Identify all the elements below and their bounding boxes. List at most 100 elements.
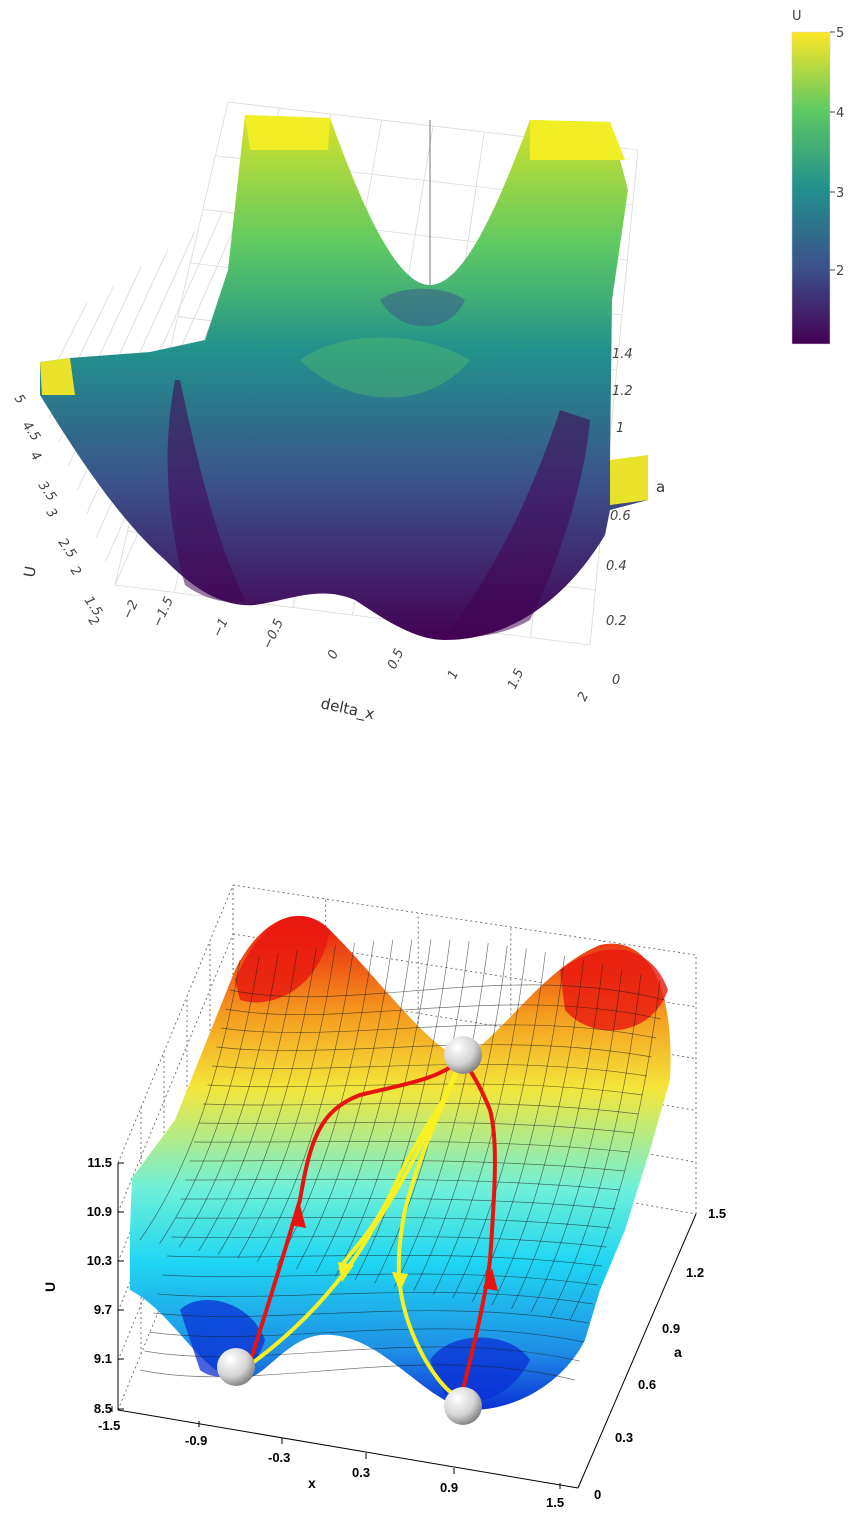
surface-mesh	[139, 939, 666, 1381]
mesh-line	[452, 951, 546, 1299]
mesh-line	[256, 942, 355, 1262]
mesh-line	[171, 1236, 607, 1248]
colorbar-ticks: 5 4 3 2	[830, 26, 844, 279]
mesh-line	[180, 1197, 616, 1210]
mesh-line	[315, 939, 413, 1273]
mesh-line	[162, 1273, 598, 1286]
mesh-line	[198, 950, 298, 1252]
z-tick-label: 4	[27, 449, 44, 464]
grid-line	[232, 884, 697, 956]
mesh-line	[237, 944, 336, 1259]
chart-bottom-surface: -1.5 -0.9 -0.3 0.3 0.9 1.5 0 0.3 0.6 0.9 1.2 1.5 8…	[42, 884, 726, 1510]
mesh-line	[166, 1254, 603, 1267]
colorbar-tick-label: 5	[836, 26, 844, 41]
y-tick-label: 0	[612, 673, 620, 688]
y-tick-label: 1.5	[708, 1206, 726, 1221]
z-tick-label: 5	[11, 392, 28, 407]
z-tick-label: 1.5	[81, 594, 105, 620]
surface-left-trough	[167, 380, 245, 602]
sphere-left-minimum-icon	[217, 1348, 255, 1386]
mesh-line	[432, 948, 527, 1295]
mesh-line	[354, 939, 451, 1281]
red-path-left	[248, 1056, 464, 1363]
z-axis-title: U	[20, 565, 40, 579]
x-tick-label: 1.5	[546, 1495, 564, 1510]
mesh-line	[139, 959, 241, 1241]
arrowhead-icon	[290, 1205, 306, 1228]
yellow-path-3	[396, 1057, 464, 1397]
transition-paths	[238, 1056, 497, 1397]
surface-right-trough	[445, 410, 590, 637]
x-tick-label: -1.5	[98, 1418, 120, 1433]
mesh-line	[211, 1064, 648, 1077]
x-tick-label: 0.9	[440, 1480, 458, 1495]
surface-right-well	[430, 1337, 530, 1402]
z-tick-label: 3.5	[35, 479, 59, 505]
x-tick-label: 0.5	[385, 647, 407, 672]
surface-left-top-face	[245, 115, 330, 150]
x-tick-label: -0.9	[185, 1433, 207, 1448]
y-tick-label: 0.6	[638, 1377, 656, 1392]
colorbar-tick-label: 2	[836, 264, 844, 279]
mesh-line	[296, 939, 394, 1270]
y-tick-label: 0.4	[606, 559, 627, 574]
mesh-line	[530, 969, 623, 1313]
arrowhead-icon	[392, 1272, 408, 1292]
surface-saddle-highlight	[300, 337, 470, 398]
z-axis-title: U	[42, 1282, 58, 1292]
surface-left-flat-face	[40, 358, 75, 395]
mesh-line	[220, 1024, 657, 1039]
mesh-line	[225, 1004, 661, 1020]
z-tick-labels: 8.5 9.1 9.7 10.3 10.9 11.5	[87, 1155, 124, 1416]
mesh-line	[550, 974, 642, 1317]
y-tick-label: 1	[616, 421, 624, 436]
x-tick-label: 2	[575, 690, 592, 704]
y-tick-labels: 0 0.2 0.4 0.6 1 1.2 1.4	[606, 347, 633, 688]
sphere-saddle-icon	[444, 1036, 482, 1074]
y-axis-title: a	[656, 478, 665, 496]
colorbar-tick-label: 3	[836, 186, 844, 201]
y-axis-title: a	[674, 1344, 682, 1360]
mesh-line	[413, 945, 508, 1292]
path-arrowheads	[290, 1205, 498, 1292]
z-tick-label: 9.1	[94, 1351, 112, 1366]
x-tick-label: 1	[445, 668, 462, 682]
chart-top-surface: −2 −1.5 −1 −0.50 0.51 1.52 00.20.40.611.21.4 …	[11, 9, 845, 724]
z-tick-label: 9.7	[94, 1302, 112, 1317]
mesh-line	[229, 984, 666, 1001]
mesh-line	[144, 1346, 580, 1362]
colorbar-title: U	[792, 9, 802, 24]
z-tick-label: 8.5	[94, 1401, 112, 1416]
x-tick-label: −1	[210, 616, 232, 640]
mesh-line	[491, 960, 584, 1306]
mesh-line	[189, 1159, 625, 1172]
z-tick-label: 3	[43, 506, 60, 521]
y-tick-label: 0	[594, 1487, 601, 1502]
mesh-line	[202, 1102, 639, 1115]
z-tick-label: 2	[67, 564, 84, 579]
grid-line	[117, 884, 234, 1164]
red-path-right	[460, 1056, 497, 1391]
y-tick-labels: 0 0.3 0.6 0.9 1.2 1.5	[594, 1206, 726, 1502]
grid-line	[589, 149, 639, 646]
mesh-line	[153, 1310, 589, 1324]
grid-line	[117, 933, 234, 1213]
surface-center-dip	[380, 288, 465, 327]
y-tick-label: 0.3	[615, 1430, 633, 1445]
surface-body	[130, 915, 671, 1410]
mesh-line	[335, 939, 432, 1277]
arrowhead-icon	[338, 1262, 354, 1282]
x-tick-label: -0.3	[268, 1450, 290, 1465]
y-tick-label: 0.9	[662, 1321, 680, 1336]
x-tick-label: 0.3	[352, 1465, 370, 1480]
colorbar-gradient	[791, 31, 831, 345]
colorbar: U 5 4 3 2	[791, 9, 844, 345]
arrowhead-icon	[483, 1268, 498, 1291]
mesh-line	[139, 1364, 576, 1381]
mesh-line	[159, 956, 260, 1244]
axes-lines	[117, 1163, 697, 1489]
z-tick-label: 11.5	[87, 1155, 112, 1170]
sphere-right-minimum-icon	[444, 1387, 482, 1425]
z-tick-label: 10.9	[87, 1204, 112, 1219]
